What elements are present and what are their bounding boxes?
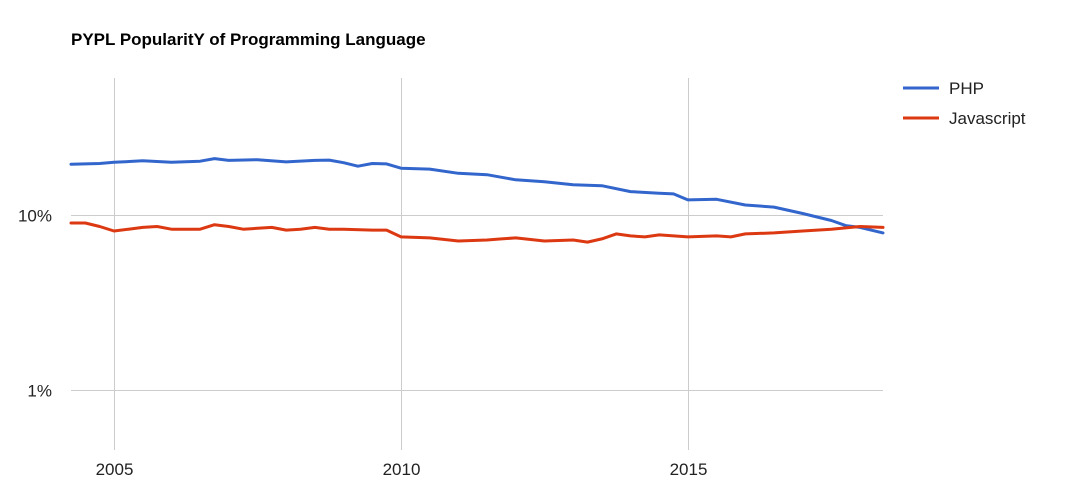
legend-label-php: PHP <box>949 79 984 98</box>
grid <box>71 78 883 450</box>
x-tick-label-1: 2010 <box>383 460 421 479</box>
legend-label-javascript: Javascript <box>949 109 1026 128</box>
series-lines <box>69 157 885 244</box>
axis-tick-labels: 1% 10% 2005 2010 2015 <box>18 207 707 480</box>
x-tick-label-2: 2015 <box>670 460 708 479</box>
y-tick-label-1: 10% <box>18 207 52 226</box>
series-line-javascript <box>69 221 885 244</box>
series-line-php <box>69 157 885 235</box>
x-tick-label-0: 2005 <box>96 460 134 479</box>
y-tick-label-0: 1% <box>27 382 52 401</box>
chart-title: PYPL PopularitY of Programming Language <box>71 30 426 49</box>
legend: PHP Javascript <box>903 79 1026 128</box>
